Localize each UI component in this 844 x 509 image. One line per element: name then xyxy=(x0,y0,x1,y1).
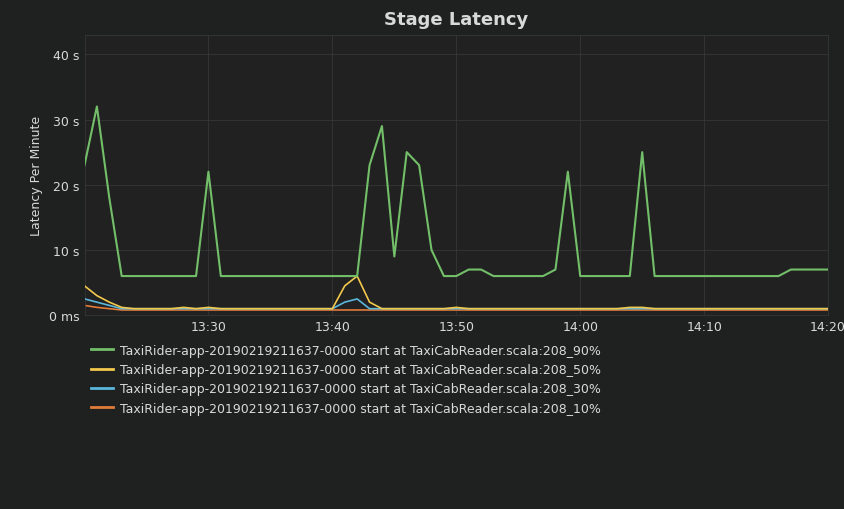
Y-axis label: Latency Per Minute: Latency Per Minute xyxy=(30,116,43,236)
Legend: TaxiRider-app-20190219211637-0000 start at TaxiCabReader.scala:208_90%, TaxiRide: TaxiRider-app-20190219211637-0000 start … xyxy=(90,344,600,415)
Title: Stage Latency: Stage Latency xyxy=(384,11,528,29)
